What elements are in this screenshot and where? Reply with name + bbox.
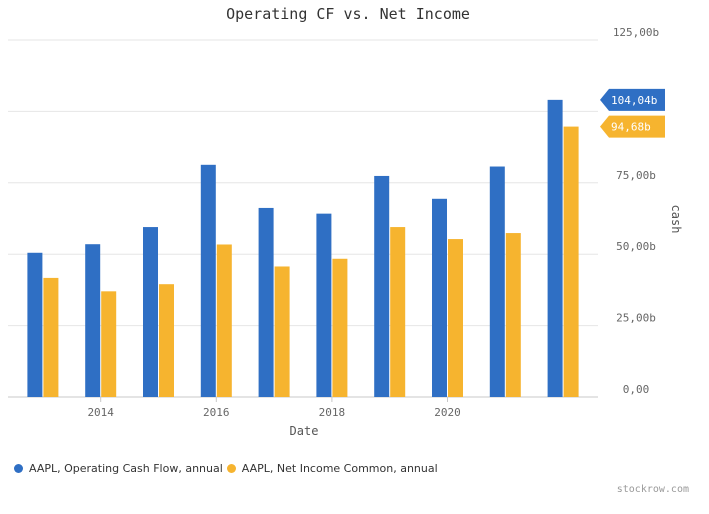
- bar-net-income-2016[interactable]: [216, 244, 232, 397]
- bar-operating-cash-flow-2022[interactable]: [547, 99, 563, 398]
- last-value-flags: 104,04b 94,68b: [600, 88, 665, 138]
- legend: AAPL, Operating Cash Flow, annual AAPL, …: [14, 462, 442, 475]
- legend-marker: [226, 464, 236, 473]
- flag-shape: [600, 88, 665, 111]
- x-axis-title: Date: [290, 424, 319, 438]
- legend-label: AAPL, Operating Cash Flow, annual: [29, 462, 223, 475]
- bar-operating-cash-flow-2021[interactable]: [489, 166, 505, 397]
- bar-net-income-2020[interactable]: [448, 239, 463, 397]
- bar-operating-cash-flow-2016[interactable]: [200, 164, 216, 397]
- bar-net-income-2021[interactable]: [505, 233, 521, 397]
- x-axis-ticks: 2014 2016 2018 2020: [87, 397, 461, 419]
- flag-label: 104,04b: [611, 94, 657, 107]
- legend-item-net-income[interactable]: AAPL, Net Income Common, annual: [226, 462, 438, 475]
- bar-net-income-2019[interactable]: [390, 227, 406, 397]
- bar-operating-cash-flow-2014[interactable]: [85, 244, 101, 397]
- flag-label: 94,68b: [611, 121, 651, 134]
- bar-operating-cash-flow-2018[interactable]: [316, 213, 332, 397]
- bar-operating-cash-flow-2019[interactable]: [374, 175, 390, 397]
- y-axis-ticks: 0,00 25,00b 50,00b 75,00b 125,00b: [613, 26, 659, 396]
- bar-operating-cash-flow-2015[interactable]: [143, 227, 158, 397]
- bar-operating-cash-flow-2020[interactable]: [432, 198, 447, 397]
- x-tick-label: 2016: [203, 406, 230, 419]
- y-axis-title: cash: [669, 205, 683, 234]
- last-value-flag: 94,68b: [600, 115, 665, 138]
- bar-net-income-2014[interactable]: [101, 291, 117, 397]
- bar-operating-cash-flow-2013[interactable]: [27, 252, 43, 397]
- y-tick-label: 75,00b: [616, 169, 656, 182]
- bars: [27, 99, 579, 398]
- bar-net-income-2017[interactable]: [274, 266, 290, 397]
- x-tick-label: 2020: [434, 406, 461, 419]
- legend-marker: [14, 464, 23, 473]
- chart-title: Operating CF vs. Net Income: [226, 5, 470, 23]
- bar-operating-cash-flow-2017[interactable]: [258, 207, 274, 397]
- bar-net-income-2013[interactable]: [43, 277, 59, 397]
- bar-net-income-2018[interactable]: [332, 258, 348, 397]
- flag-shape: [600, 115, 665, 138]
- y-tick-label: 125,00b: [613, 26, 659, 39]
- bar-net-income-2022[interactable]: [563, 126, 579, 397]
- y-tick-label: 50,00b: [616, 240, 656, 253]
- legend-label: AAPL, Net Income Common, annual: [241, 462, 438, 475]
- legend-item-operating-cash-flow[interactable]: AAPL, Operating Cash Flow, annual: [14, 462, 223, 475]
- last-value-flag: 104,04b: [600, 88, 665, 111]
- credit-link[interactable]: stockrow.com: [616, 484, 689, 495]
- y-tick-label: 25,00b: [616, 312, 656, 325]
- x-tick-label: 2014: [87, 406, 114, 419]
- y-tick-label: 0,00: [623, 383, 650, 396]
- x-tick-label: 2018: [319, 406, 346, 419]
- bar-net-income-2015[interactable]: [159, 284, 174, 397]
